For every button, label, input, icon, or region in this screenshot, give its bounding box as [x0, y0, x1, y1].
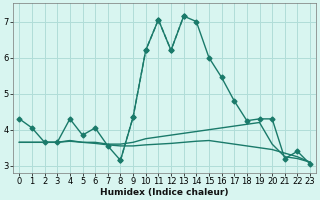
X-axis label: Humidex (Indice chaleur): Humidex (Indice chaleur): [100, 188, 229, 197]
